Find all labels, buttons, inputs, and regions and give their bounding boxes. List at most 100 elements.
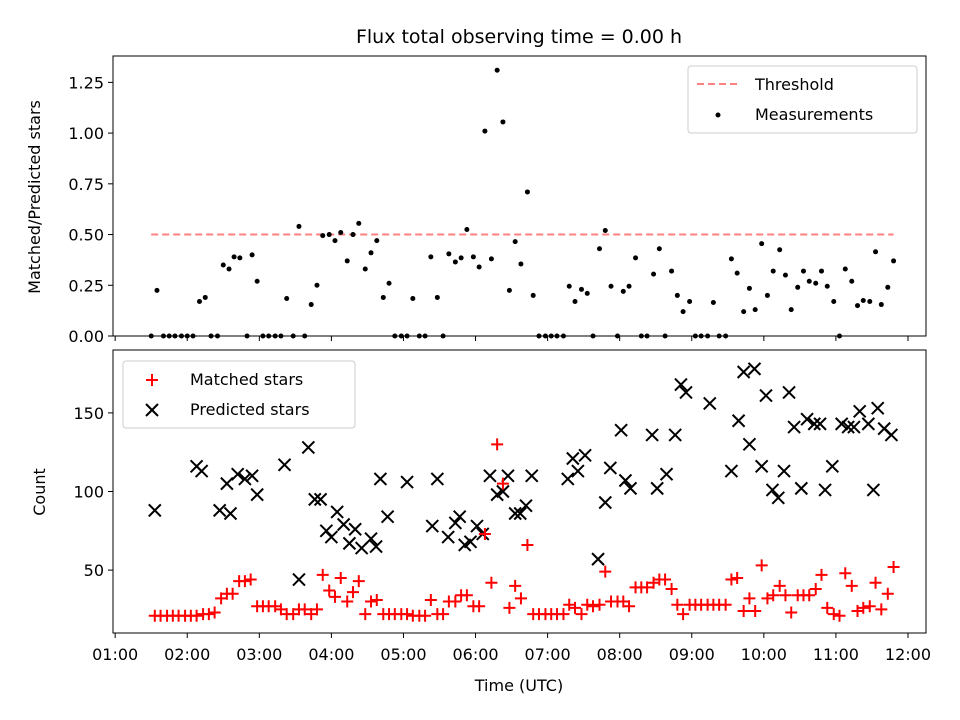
matched-star-point — [485, 576, 498, 589]
predicted-star-point — [807, 417, 821, 431]
predicted-star-point — [614, 423, 628, 437]
predicted-star-point — [668, 428, 682, 442]
matched-star-point — [202, 608, 215, 621]
matched-star-point — [269, 600, 282, 613]
matched-star-point — [334, 571, 347, 584]
matched-star-point — [677, 608, 690, 621]
predicted-star-point — [330, 505, 344, 519]
measurement-point — [608, 283, 614, 289]
matched-star-point — [755, 559, 768, 572]
matched-star-point — [845, 579, 858, 592]
measurement-point — [314, 282, 320, 288]
predicted-star-point — [148, 503, 162, 518]
predicted-star-point — [618, 473, 633, 488]
matched-star-point — [773, 579, 786, 592]
matched-star-point — [563, 598, 576, 611]
legend-matched-swatch — [146, 374, 158, 386]
predicted-star-point — [292, 572, 306, 587]
measurement-point — [741, 309, 747, 315]
predicted-star-point — [223, 506, 238, 521]
measurement-point — [482, 128, 488, 134]
measurement-point — [524, 189, 530, 195]
measurement-point — [777, 247, 783, 253]
predicted-stars-points — [148, 362, 899, 587]
matched-star-point — [509, 579, 522, 592]
top-y-tick-label: 1.25 — [68, 73, 104, 92]
predicted-star-point — [313, 492, 328, 507]
measurement-point — [428, 254, 434, 260]
measurement-point — [867, 299, 873, 305]
predicted-star-point — [245, 469, 259, 483]
top-y-tick-label: 0.25 — [68, 276, 104, 295]
matched-star-point — [359, 608, 372, 621]
predicted-star-point — [348, 522, 362, 536]
measurement-point — [572, 299, 578, 305]
top-y-axis-label: Matched/Predicted stars — [25, 100, 44, 294]
measurement-point — [196, 299, 202, 305]
measurement-point — [332, 238, 338, 244]
bottom-x-tick-label: 02:00 — [164, 645, 210, 664]
bottom-x-tick-label: 04:00 — [308, 645, 354, 664]
bottom-legend: Matched stars Predicted stars — [122, 360, 356, 429]
bottom-x-tick-label: 12:00 — [885, 645, 931, 664]
matched-star-point — [743, 592, 756, 605]
measurement-point — [824, 283, 830, 289]
matched-star-point — [719, 598, 732, 611]
predicted-star-point — [483, 469, 497, 483]
predicted-star-point — [813, 417, 827, 431]
measurement-point — [651, 271, 657, 277]
measurement-point — [237, 255, 243, 261]
measurement-point — [308, 302, 314, 308]
predicted-star-point — [441, 530, 455, 544]
measurement-point — [530, 292, 536, 298]
measurement-point — [669, 268, 675, 274]
top-x-ticks — [114, 336, 909, 341]
bottom-x-tick-label: 08:00 — [597, 645, 643, 664]
bottom-y-ticks: 50 100 150 — [73, 404, 113, 580]
matched-star-point — [881, 587, 894, 600]
predicted-star-point — [650, 481, 664, 496]
measurement-point — [500, 119, 506, 125]
predicted-star-point — [731, 414, 746, 428]
top-panel: 0.00 0.25 0.50 0.75 1.00 1.25 Matched/Predict… — [25, 55, 927, 346]
measurement-point — [446, 251, 452, 257]
matched-star-point — [226, 587, 239, 600]
bottom-x-tick-label: 01:00 — [92, 645, 138, 664]
matched-star-point — [749, 604, 762, 617]
matched-star-point — [593, 598, 606, 611]
matched-star-point — [298, 603, 311, 616]
measurement-point — [356, 220, 362, 226]
measurement-point — [687, 299, 693, 305]
measurement-point — [464, 226, 470, 232]
measurement-point — [476, 264, 482, 270]
measurement-point — [380, 294, 386, 300]
measurement-point — [284, 295, 290, 301]
matched-star-point — [851, 604, 864, 617]
matched-star-point — [401, 608, 414, 621]
predicted-star-point — [513, 506, 527, 521]
matched-star-point — [460, 589, 473, 602]
matched-star-point — [328, 590, 341, 603]
predicted-star-point — [759, 388, 773, 403]
predicted-star-point — [277, 458, 292, 472]
matched-star-point — [641, 581, 654, 594]
predicted-star-point — [736, 365, 751, 379]
measurement-point — [597, 246, 603, 252]
measurement-point — [254, 278, 260, 284]
predicted-star-point — [448, 516, 463, 530]
measurement-point — [752, 307, 758, 313]
predicted-star-point — [771, 491, 785, 505]
bottom-x-tick-label: 09:00 — [669, 645, 715, 664]
matched-star-point — [581, 598, 594, 611]
predicted-star-point — [703, 396, 717, 411]
matched-star-point — [665, 582, 678, 595]
matched-star-point — [190, 609, 203, 622]
matched-star-point — [424, 593, 437, 606]
predicted-star-point — [742, 437, 757, 452]
bottom-x-tick-label: 11:00 — [813, 645, 859, 664]
predicted-star-point — [566, 451, 580, 466]
predicted-star-point — [561, 472, 575, 486]
measurement-point — [633, 255, 639, 261]
matched-star-point — [857, 601, 870, 614]
